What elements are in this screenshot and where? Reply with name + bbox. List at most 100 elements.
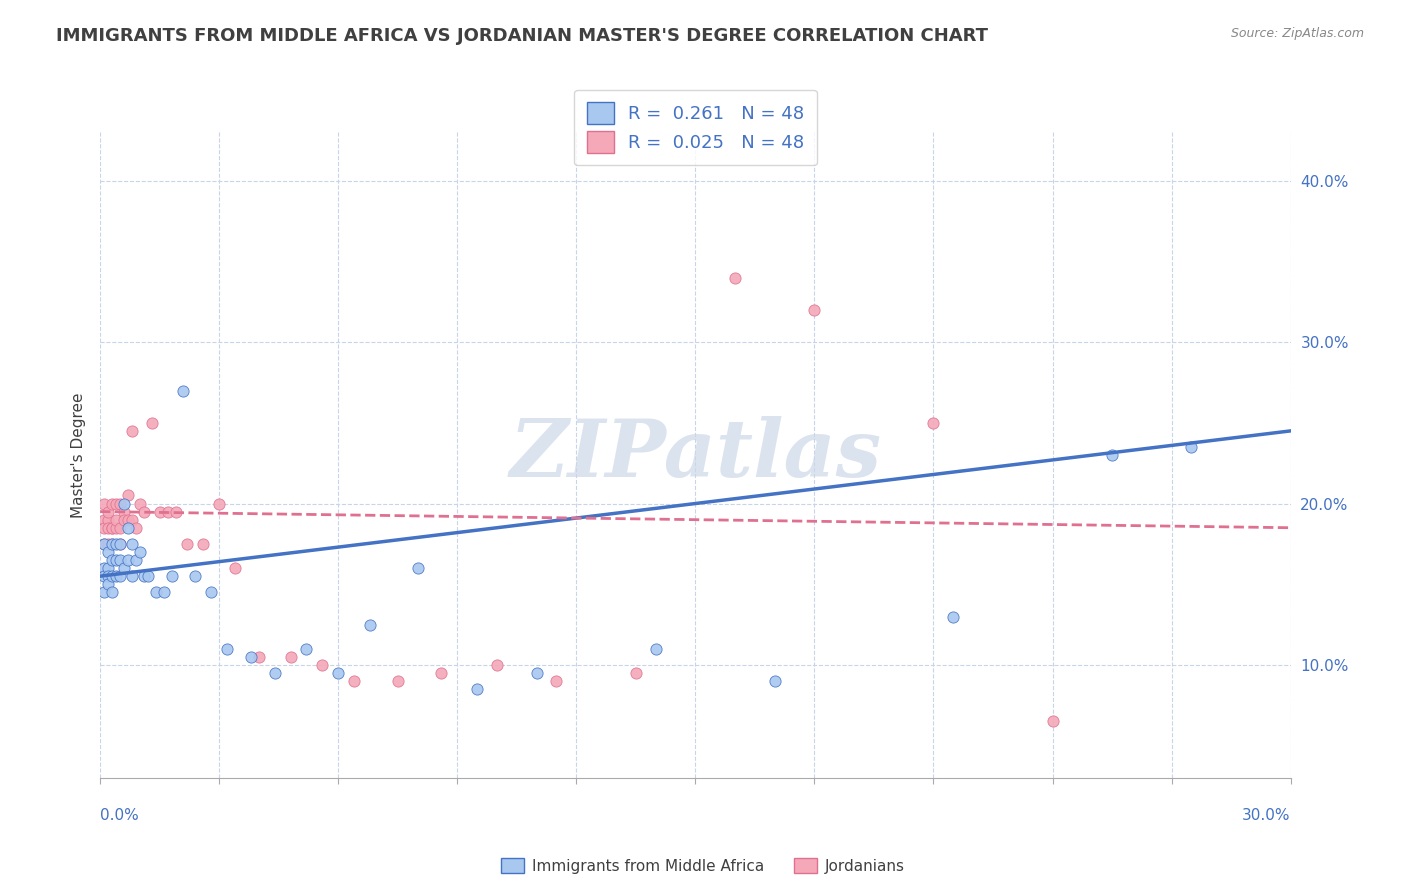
- Point: [101, 521, 124, 535]
- Point: [145, 585, 167, 599]
- Point: [112, 513, 135, 527]
- Point: [93, 537, 115, 551]
- Point: [359, 617, 381, 632]
- Point: [132, 569, 155, 583]
- Point: [295, 641, 318, 656]
- Point: [108, 537, 131, 551]
- Point: [108, 521, 131, 535]
- Point: [101, 537, 124, 551]
- Point: [263, 665, 285, 680]
- Point: [108, 569, 131, 583]
- Y-axis label: Master's Degree: Master's Degree: [72, 392, 86, 518]
- Point: [430, 665, 453, 680]
- Point: [93, 569, 115, 583]
- Point: [280, 649, 302, 664]
- Point: [97, 545, 120, 559]
- Point: [526, 665, 548, 680]
- Text: ZIPatlas: ZIPatlas: [509, 417, 882, 494]
- Point: [644, 641, 666, 656]
- Point: [465, 682, 488, 697]
- Point: [239, 649, 262, 664]
- Point: [112, 505, 135, 519]
- Point: [117, 513, 139, 527]
- Point: [172, 384, 194, 398]
- Point: [485, 657, 508, 672]
- Point: [141, 416, 163, 430]
- Point: [93, 537, 115, 551]
- Point: [942, 609, 965, 624]
- Point: [224, 561, 246, 575]
- Point: [1180, 440, 1202, 454]
- Point: [97, 561, 120, 575]
- Point: [132, 505, 155, 519]
- Point: [105, 537, 128, 551]
- Point: [112, 561, 135, 575]
- Legend: R =  0.261   N = 48, R =  0.025   N = 48: R = 0.261 N = 48, R = 0.025 N = 48: [574, 90, 817, 165]
- Point: [160, 569, 183, 583]
- Point: [97, 513, 120, 527]
- Point: [247, 649, 270, 664]
- Point: [117, 488, 139, 502]
- Point: [93, 561, 115, 575]
- Point: [152, 585, 174, 599]
- Point: [763, 674, 786, 689]
- Point: [97, 521, 120, 535]
- Point: [101, 553, 124, 567]
- Point: [343, 674, 366, 689]
- Point: [93, 496, 115, 510]
- Point: [193, 537, 215, 551]
- Point: [105, 553, 128, 567]
- Point: [217, 641, 239, 656]
- Point: [105, 521, 128, 535]
- Point: [121, 537, 143, 551]
- Point: [546, 674, 568, 689]
- Point: [156, 505, 179, 519]
- Point: [1101, 448, 1123, 462]
- Point: [387, 674, 409, 689]
- Point: [121, 424, 143, 438]
- Point: [97, 577, 120, 591]
- Point: [101, 569, 124, 583]
- Point: [105, 496, 128, 510]
- Point: [112, 496, 135, 510]
- Point: [105, 513, 128, 527]
- Point: [176, 537, 198, 551]
- Point: [165, 505, 187, 519]
- Text: 0.0%: 0.0%: [100, 808, 139, 823]
- Point: [311, 657, 333, 672]
- Point: [101, 585, 124, 599]
- Point: [93, 585, 115, 599]
- Point: [328, 665, 350, 680]
- Point: [922, 416, 945, 430]
- Point: [406, 561, 429, 575]
- Point: [108, 537, 131, 551]
- Point: [128, 496, 150, 510]
- Point: [117, 521, 139, 535]
- Point: [184, 569, 207, 583]
- Legend: Immigrants from Middle Africa, Jordanians: Immigrants from Middle Africa, Jordanian…: [495, 852, 911, 880]
- Point: [108, 496, 131, 510]
- Point: [125, 553, 148, 567]
- Point: [101, 537, 124, 551]
- Point: [200, 585, 222, 599]
- Point: [149, 505, 172, 519]
- Point: [208, 496, 231, 510]
- Point: [803, 302, 825, 317]
- Point: [121, 569, 143, 583]
- Text: Source: ZipAtlas.com: Source: ZipAtlas.com: [1230, 27, 1364, 40]
- Point: [128, 545, 150, 559]
- Point: [121, 513, 143, 527]
- Point: [105, 569, 128, 583]
- Point: [97, 505, 120, 519]
- Point: [624, 665, 647, 680]
- Point: [93, 521, 115, 535]
- Text: IMMIGRANTS FROM MIDDLE AFRICA VS JORDANIAN MASTER'S DEGREE CORRELATION CHART: IMMIGRANTS FROM MIDDLE AFRICA VS JORDANI…: [56, 27, 988, 45]
- Point: [125, 521, 148, 535]
- Point: [97, 537, 120, 551]
- Point: [97, 569, 120, 583]
- Text: 30.0%: 30.0%: [1241, 808, 1291, 823]
- Point: [117, 553, 139, 567]
- Point: [101, 496, 124, 510]
- Point: [93, 513, 115, 527]
- Point: [108, 553, 131, 567]
